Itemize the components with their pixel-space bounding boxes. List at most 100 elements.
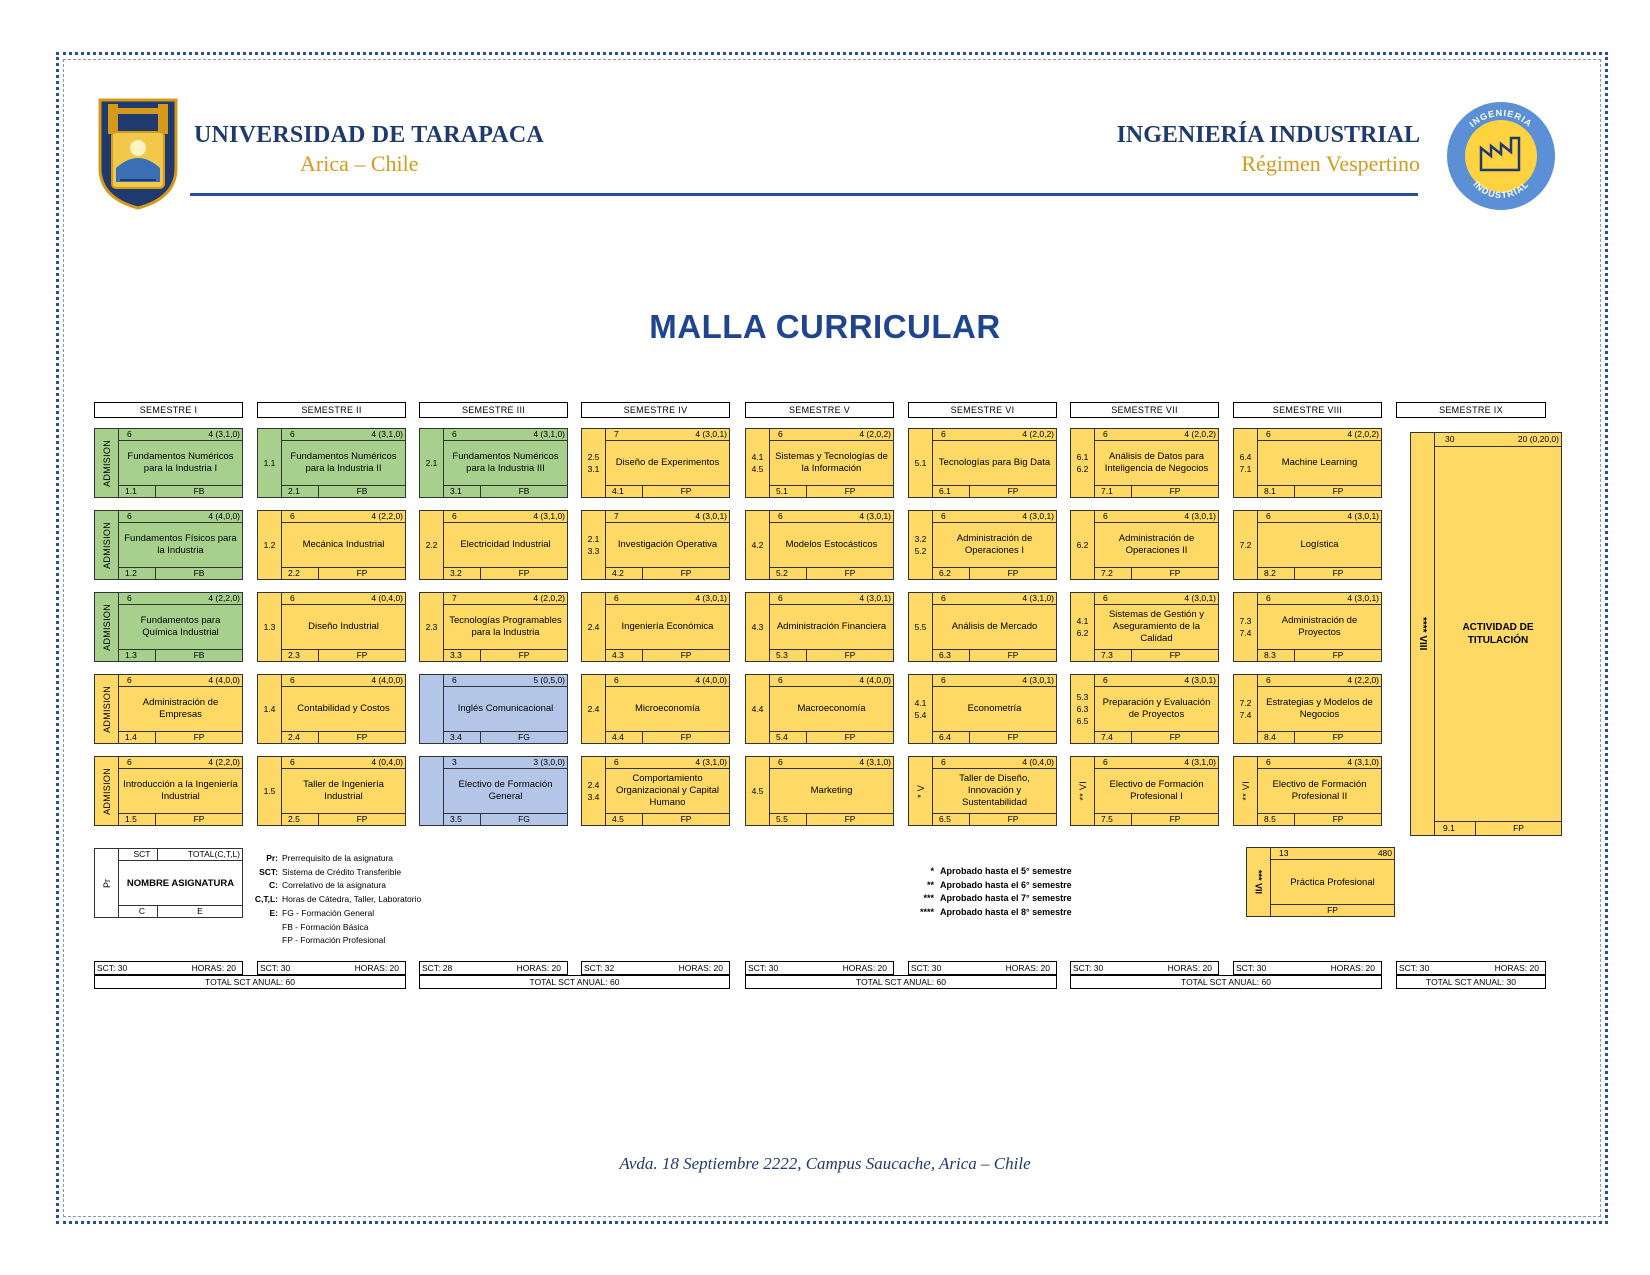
course-code: 3.3 FP: [444, 649, 567, 661]
course-name: Análisis de Mercado: [951, 621, 1038, 632]
course-code: 6.1 FP: [933, 485, 1056, 497]
course-name: Mecánica Industrial: [302, 539, 385, 550]
university-name: UNIVERSIDAD DE TARAPACA: [194, 122, 544, 148]
annual-total: TOTAL SCT ANUAL: 60: [1070, 975, 1382, 989]
course-box: 5.5 6 4 (3,1,0) Análisis de Mercado 6.3 FP: [908, 592, 1057, 662]
note-row: **** Aprobado hasta el 8° semestre: [919, 907, 1072, 918]
course-prerequisite: 4.1 5.4: [909, 675, 933, 743]
course-prerequisite: 1.2: [258, 511, 282, 579]
course-prerequisite: 6.4 7.1: [1234, 429, 1258, 497]
course-category: FP: [1271, 904, 1394, 916]
header-left: UNIVERSIDAD DE TARAPACA Arica – Chile: [194, 122, 594, 177]
program-name: INGENIERÍA INDUSTRIAL: [1116, 122, 1420, 148]
header-right: INGENIERÍA INDUSTRIAL Régimen Vespertino: [1020, 122, 1420, 177]
course-prerequisite: 6.1 6.2: [1071, 429, 1095, 497]
course-code: 4.4 FP: [606, 731, 729, 743]
course-box: 4.1 4.5 6 4 (2,0,2) Sistemas y Tecnologías …: [745, 428, 894, 498]
course-prerequisite: 4.5: [746, 757, 770, 825]
course-prerequisite: 5.1: [909, 429, 933, 497]
course-titulacion: **** VIII 30 20 (0,20,0) ACTIVIDAD DE TIT…: [1410, 432, 1562, 836]
course-box: ** VI 6 4 (3,1,0) Electivo de Formación Pro…: [1233, 756, 1382, 826]
course-box: 2.3 7 4 (2,0,2) Tecnologías Programables pa…: [419, 592, 568, 662]
course-code: 8.2 FP: [1258, 567, 1381, 579]
note-row: ** Aprobado hasta el 6° semestre: [926, 879, 1072, 890]
course-code: 5.2 FP: [770, 567, 893, 579]
course-box: ADMISION 6 4 (2,2,0) Introducción a la Inge…: [94, 756, 243, 826]
course-box: 2.4 3.4 6 4 (3,1,0) Comportamiento Organiza…: [581, 756, 730, 826]
semester-total: SCT: 30 HORAS: 20: [94, 961, 243, 975]
course-box: 1.4 6 4 (4,0,0) Contabilidad y Costos 2.4 FP: [257, 674, 406, 744]
course-code: 7.3 FP: [1095, 649, 1218, 661]
course-name: Práctica Profesional: [1290, 876, 1375, 888]
course-name: Fundamentos Numéricos para la Industria …: [452, 451, 559, 474]
semester-header: SEMESTRE III: [419, 402, 568, 418]
course-box: 6.2 6 4 (3,0,1) Administración de Operacion…: [1070, 510, 1219, 580]
course-name: Electivo de Formación Profesional I: [1109, 779, 1204, 802]
course-prerequisite: 2.2: [420, 511, 444, 579]
course-name: Fundamentos Numéricos para la Industria …: [127, 451, 234, 474]
course-box: ADMISION 6 4 (4,0,0) Fundamentos Físicos pa…: [94, 510, 243, 580]
course-prerequisite: 1.5: [258, 757, 282, 825]
course-prerequisite: 5.3 6.3 6.5: [1071, 675, 1095, 743]
page-border: [56, 52, 1608, 1224]
course-box: 4.4 6 4 (4,0,0) Macroeconomía 5.4 FP: [745, 674, 894, 744]
course-name: Administración de Operaciones II: [1118, 533, 1195, 556]
course-name: Electivo de Formación Profesional II: [1272, 779, 1367, 802]
course-name: Administración de Proyectos: [1281, 615, 1358, 638]
semester-total: SCT: 30 HORAS: 20: [1233, 961, 1382, 975]
course-prerequisite: ** VI: [1234, 757, 1258, 825]
course-box: 2.4 6 4 (3,0,1) Ingeniería Económica 4.3 FP: [581, 592, 730, 662]
legend-prerequisite: Pr: [95, 849, 119, 917]
semester-header: SEMESTRE I: [94, 402, 243, 418]
course-name: Diseño Industrial: [308, 621, 379, 632]
course-prerequisite: 1.1: [258, 429, 282, 497]
course-box: 4.1 6.2 6 4 (3,0,1) Sistemas de Gestión y A…: [1070, 592, 1219, 662]
course-name: Administración de Operaciones I: [956, 533, 1033, 556]
course-box: 2.4 6 4 (4,0,0) Microeconomía 4.4 FP: [581, 674, 730, 744]
course-box: 6.4 7.1 6 4 (2,0,2) Machine Learning 8.1 FP: [1233, 428, 1382, 498]
course-prerequisite: ADMISION: [95, 757, 119, 825]
course-code: 3.2 FP: [444, 567, 567, 579]
course-code: 2.3 FP: [282, 649, 405, 661]
semester-header: SEMESTRE VII: [1070, 402, 1219, 418]
semester-total: SCT: 30 HORAS: 20: [1070, 961, 1219, 975]
course-box: 1.3 6 4 (0,4,0) Diseño Industrial 2.3 FP: [257, 592, 406, 662]
course-prerequisite: 2.5 3.1: [582, 429, 606, 497]
course-prerequisite: 4.2: [746, 511, 770, 579]
course-prerequisite: 2.1 3.3: [582, 511, 606, 579]
annual-total: TOTAL SCT ANUAL: 30: [1396, 975, 1546, 989]
course-credits: 30 20 (0,20,0): [1435, 433, 1561, 447]
course-prerequisite: 2.1: [420, 429, 444, 497]
semester-total: SCT: 32 HORAS: 20: [581, 961, 730, 975]
course-code: 7.2 FP: [1095, 567, 1218, 579]
course-name: Preparación y Evaluación de Proyectos: [1102, 697, 1211, 720]
course-box: 1.1 6 4 (3,1,0) Fundamentos Numéricos para …: [257, 428, 406, 498]
course-code: 4.3 FP: [606, 649, 729, 661]
legend-row: FB - Formación Básica: [282, 921, 369, 932]
program-regime: Régimen Vespertino: [1241, 151, 1420, 176]
course-name: Sistemas de Gestión y Aseguramiento de l…: [1108, 609, 1205, 644]
legend-row: C,T,L: Horas de Cátedra, Taller, Laborato…: [254, 894, 422, 905]
course-name: Microeconomía: [635, 703, 700, 714]
course-name: Logística: [1300, 539, 1339, 550]
semester-header: SEMESTRE V: [745, 402, 894, 418]
course-prerequisite: * V: [909, 757, 933, 825]
